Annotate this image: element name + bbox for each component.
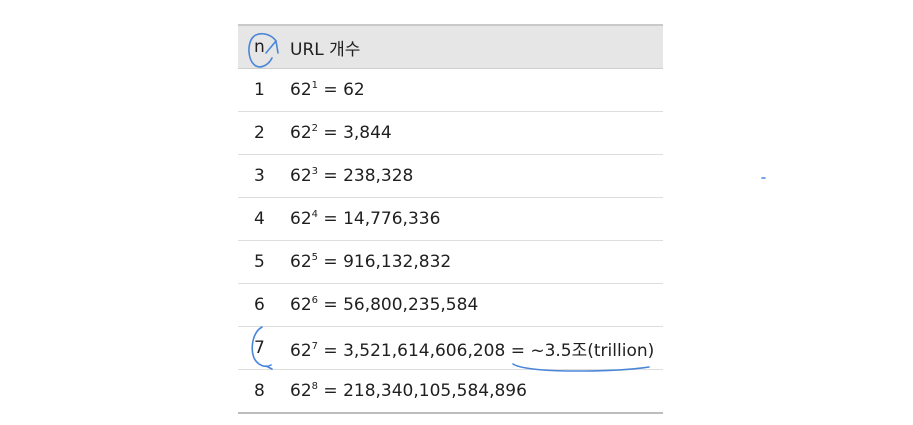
- base: 62: [290, 80, 312, 100]
- exponent: 7: [311, 340, 319, 352]
- result: = 238,328: [318, 166, 414, 186]
- row-value: 625 = 916,132,832: [290, 240, 663, 284]
- row-n: 2: [238, 111, 290, 155]
- base: 62: [290, 381, 312, 401]
- result: = 3,521,614,606,208 = ~3.5조(trillion): [318, 340, 655, 361]
- url-count-table: n URL 개수 1 621 = 62 2 622 = 3,844 3 623 …: [238, 24, 663, 414]
- row-value: 624 = 14,776,336: [290, 197, 663, 241]
- row-n: 1: [238, 68, 290, 112]
- exponent: 4: [311, 209, 319, 220]
- header-url-count: URL 개수: [290, 24, 663, 69]
- base: 62: [290, 209, 312, 229]
- result: = 3,844: [318, 123, 392, 143]
- base: 62: [290, 340, 312, 361]
- row-n: 3: [238, 154, 290, 198]
- result: = 916,132,832: [318, 252, 452, 272]
- row-n: 6: [238, 283, 290, 327]
- exponent: 2: [311, 123, 319, 134]
- row-value: 628 = 218,340,105,584,896: [290, 369, 663, 414]
- result: = 14,776,336: [318, 209, 441, 229]
- table-row: 4 624 = 14,776,336: [238, 197, 663, 241]
- exponent: 1: [311, 80, 319, 91]
- base: 62: [290, 166, 312, 186]
- table-row: 5 625 = 916,132,832: [238, 240, 663, 284]
- row-n: 8: [238, 369, 290, 414]
- table-row: 6 626 = 56,800,235,584: [238, 283, 663, 327]
- row-value: 622 = 3,844: [290, 111, 663, 155]
- exponent: 5: [311, 252, 319, 263]
- table-row: 8 628 = 218,340,105,584,896: [238, 369, 663, 414]
- row-value: 626 = 56,800,235,584: [290, 283, 663, 327]
- url-count-table-container: n URL 개수 1 621 = 62 2 622 = 3,844 3 623 …: [238, 24, 663, 414]
- table-row: 2 622 = 3,844: [238, 111, 663, 155]
- table-row: 1 621 = 62: [238, 68, 663, 112]
- row-value: 627 = 3,521,614,606,208 = ~3.5조(trillion…: [290, 326, 663, 370]
- base: 62: [290, 252, 312, 272]
- table-row: 3 623 = 238,328: [238, 154, 663, 198]
- row-value: 623 = 238,328: [290, 154, 663, 198]
- header-n: n: [238, 24, 290, 69]
- exponent: 3: [311, 166, 319, 177]
- table-row: 7 627 = 3,521,614,606,208 = ~3.5조(trilli…: [238, 326, 663, 370]
- result: = 56,800,235,584: [318, 295, 479, 315]
- row-value: 621 = 62: [290, 68, 663, 112]
- table-header-row: n URL 개수: [238, 24, 663, 69]
- row-n: 4: [238, 197, 290, 241]
- result: = 62: [318, 80, 365, 100]
- exponent: 6: [311, 295, 319, 306]
- row-n: 7: [238, 326, 290, 370]
- result: = 218,340,105,584,896: [318, 381, 527, 401]
- base: 62: [290, 295, 312, 315]
- row-n: 5: [238, 240, 290, 284]
- base: 62: [290, 123, 312, 143]
- exponent: 8: [311, 381, 319, 392]
